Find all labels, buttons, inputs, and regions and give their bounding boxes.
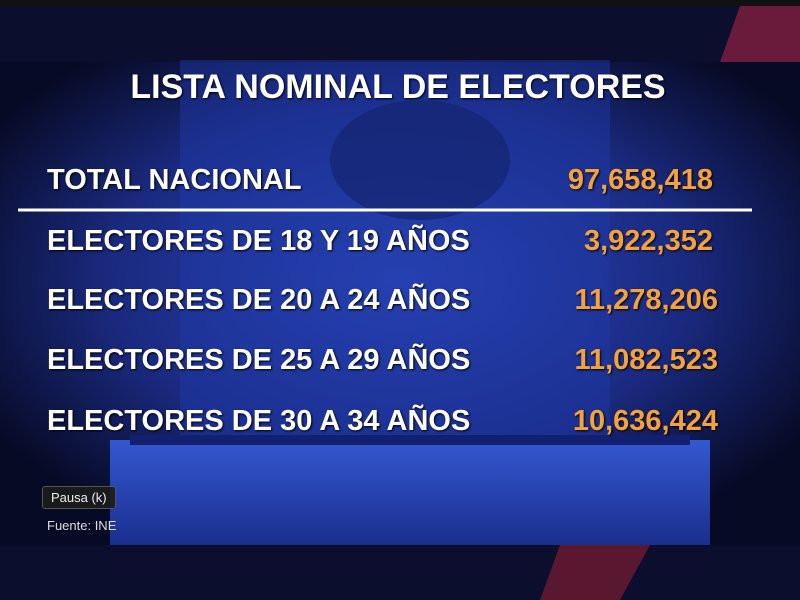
row-label: ELECTORES DE 30 A 34 AÑOS <box>47 405 471 437</box>
source: Fuente: INE <box>47 518 117 533</box>
row-label: ELECTORES DE 18 Y 19 AÑOS <box>47 225 470 257</box>
tooltip: Pausa (k) <box>42 486 116 509</box>
row-value: 11,082,523 <box>574 344 718 376</box>
row-value: 10,636,424 <box>572 405 718 437</box>
row-value: 97,658,418 <box>567 164 713 196</box>
title: LISTA NOMINAL DE ELECTORES <box>130 68 666 106</box>
row-value: 3,922,352 <box>583 225 713 257</box>
row-label: TOTAL NACIONAL <box>47 164 302 196</box>
row-label: ELECTORES DE 20 A 24 AÑOS <box>47 284 471 316</box>
row-label: ELECTORES DE 25 A 29 AÑOS <box>47 344 471 376</box>
row-value: 11,278,206 <box>574 284 718 316</box>
